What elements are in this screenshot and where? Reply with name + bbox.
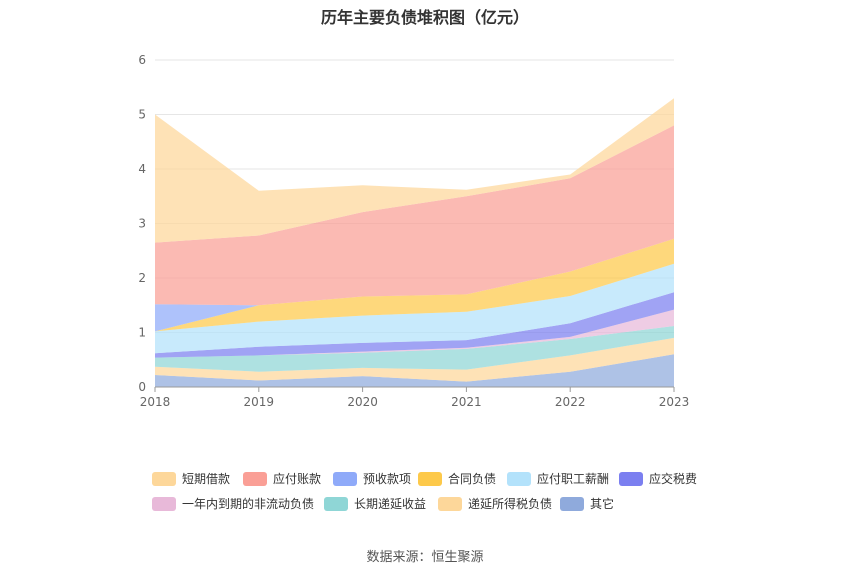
legend-item[interactable]: 长期递延收益 (324, 495, 426, 512)
x-axis: 2018 2019 2020 2021 2022 2023 (140, 386, 690, 409)
x-tick-label: 2023 (659, 395, 690, 409)
legend-item[interactable]: 一年内到期的非流动负债 (152, 495, 314, 512)
x-tick-label: 2019 (244, 395, 275, 409)
legend-item[interactable]: 预收款项 (333, 470, 411, 487)
legend-label: 应付账款 (273, 472, 322, 486)
area-递延所得税负债 (155, 337, 674, 382)
legend-label: 合同负债 (448, 472, 497, 486)
legend-swatch (619, 471, 643, 486)
legend-swatch (152, 496, 176, 511)
y-tick-label: 2 (138, 271, 146, 285)
legend-label: 递延所得税负债 (468, 497, 553, 511)
legend-item[interactable]: 短期借款 (152, 470, 230, 487)
y-tick-label: 6 (138, 53, 146, 67)
area-应付职工薪酬 (155, 263, 674, 354)
area-应付账款 (155, 125, 674, 306)
y-tick-label: 4 (138, 162, 146, 176)
legend-label: 其它 (590, 497, 615, 511)
legend-swatch (152, 471, 176, 486)
stacked-area-chart: 2018 2019 2020 2021 2022 2023 0 1 2 3 4 5 6 (138, 53, 690, 409)
legend-swatch (324, 496, 348, 511)
legend-item[interactable]: 应付职工薪酬 (507, 470, 609, 487)
y-axis: 0 1 2 3 4 5 6 (138, 53, 146, 394)
legend-label: 一年内到期的非流动负债 (182, 497, 315, 511)
legend-label: 长期递延收益 (354, 497, 427, 511)
x-tick-label: 2018 (140, 395, 171, 409)
legend-item[interactable]: 其它 (560, 495, 614, 512)
legend-item[interactable]: 应交税费 (619, 470, 697, 487)
legend-label: 应付职工薪酬 (537, 472, 610, 486)
area-series (155, 98, 674, 387)
area-短期借款 (155, 98, 674, 243)
legend-item[interactable]: 合同负债 (418, 470, 496, 487)
legend-swatch (333, 471, 357, 486)
area-应交税费 (155, 292, 674, 358)
y-tick-label: 1 (138, 326, 146, 340)
data-source: 数据来源：恒生聚源 (366, 550, 484, 565)
legend-label: 预收款项 (363, 472, 412, 486)
legend-swatch (507, 471, 531, 486)
x-tick-label: 2021 (451, 395, 482, 409)
legend-label: 应交税费 (649, 472, 698, 486)
legend-swatch (560, 496, 584, 511)
legend-swatch (438, 496, 462, 511)
legend-item[interactable]: 递延所得税负债 (438, 495, 552, 512)
y-tick-label: 0 (138, 380, 146, 394)
x-tick-label: 2020 (347, 395, 378, 409)
legend-label: 短期借款 (182, 472, 231, 486)
legend-item[interactable]: 应付账款 (243, 470, 321, 487)
legend-swatch (418, 471, 442, 486)
x-tick-label: 2022 (555, 395, 586, 409)
chart-title: 历年主要负债堆积图（亿元） (320, 8, 529, 27)
area-长期递延收益 (155, 326, 674, 372)
legend-swatch (243, 471, 267, 486)
area-合同负债 (155, 238, 674, 332)
y-tick-label: 5 (138, 108, 146, 122)
y-tick-label: 3 (138, 217, 146, 231)
area-其它 (155, 354, 674, 387)
